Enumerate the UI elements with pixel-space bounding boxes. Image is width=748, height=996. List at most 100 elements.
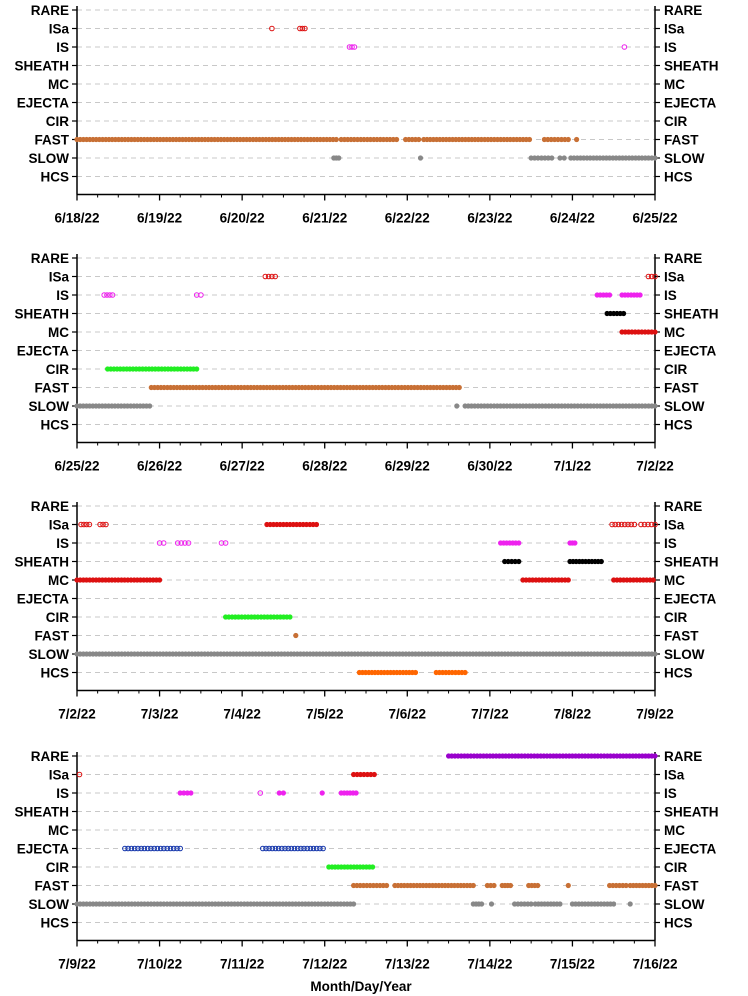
data-point bbox=[370, 864, 376, 870]
data-point bbox=[637, 292, 643, 298]
y-tick-label-left: EJECTA bbox=[17, 592, 70, 607]
data-point bbox=[606, 292, 613, 298]
data-point bbox=[188, 790, 194, 796]
data-point bbox=[416, 136, 422, 143]
y-tick-label-right: ISa bbox=[664, 22, 685, 37]
x-tick-label: 7/16/22 bbox=[632, 957, 677, 972]
x-tick-label: 6/23/22 bbox=[467, 211, 512, 226]
series-cir bbox=[104, 366, 200, 372]
data-point bbox=[263, 845, 269, 852]
series-hcs bbox=[356, 669, 468, 676]
y-tick-label-right: FAST bbox=[664, 629, 699, 644]
data-point bbox=[83, 521, 90, 528]
data-point bbox=[167, 845, 174, 852]
data-point bbox=[641, 521, 648, 528]
data-point bbox=[618, 521, 625, 528]
data-point bbox=[101, 292, 107, 298]
data-point bbox=[313, 521, 320, 528]
y-tick-label-left: HCS bbox=[40, 916, 69, 931]
y-tick-label-left: EJECTA bbox=[17, 344, 70, 359]
data-point bbox=[454, 403, 460, 409]
data-point bbox=[257, 790, 264, 796]
series-is bbox=[101, 292, 204, 298]
data-point bbox=[294, 845, 301, 852]
data-point bbox=[147, 403, 153, 409]
data-point bbox=[185, 540, 192, 546]
y-tick-label-right: FAST bbox=[664, 879, 699, 894]
data-point bbox=[280, 790, 287, 796]
data-point bbox=[76, 771, 83, 778]
data-point bbox=[302, 25, 308, 32]
x-tick-label: 6/22/22 bbox=[385, 211, 430, 226]
data-point bbox=[516, 558, 522, 565]
series-is bbox=[346, 44, 628, 50]
data-point bbox=[488, 901, 495, 907]
y-tick-label-left: IS bbox=[56, 40, 69, 55]
data-point bbox=[645, 273, 652, 280]
data-point bbox=[557, 901, 563, 907]
x-tick-label: 7/8/22 bbox=[554, 707, 592, 722]
y-tick-label-left: ISa bbox=[49, 270, 70, 285]
x-tick-label: 7/4/22 bbox=[223, 707, 261, 722]
y-tick-label-right: RARE bbox=[664, 749, 702, 764]
data-point bbox=[198, 292, 204, 298]
y-tick-label-left: EJECTA bbox=[17, 842, 70, 857]
data-point bbox=[565, 882, 571, 889]
data-point bbox=[182, 540, 188, 546]
x-tick-label: 7/7/22 bbox=[471, 707, 509, 722]
data-point bbox=[135, 845, 141, 852]
data-point bbox=[194, 366, 200, 372]
data-point bbox=[157, 845, 164, 852]
data-point bbox=[565, 136, 571, 143]
y-tick-label-left: SHEATH bbox=[14, 59, 69, 74]
x-tick-label: 7/15/22 bbox=[550, 957, 595, 972]
data-point bbox=[353, 790, 359, 796]
data-point bbox=[648, 273, 655, 280]
x-tick-label: 7/5/22 bbox=[306, 707, 344, 722]
y-tick-label-left: ISa bbox=[49, 22, 70, 37]
data-point bbox=[621, 44, 628, 50]
data-point bbox=[156, 540, 163, 546]
x-tick-label: 6/18/22 bbox=[54, 211, 99, 226]
data-point bbox=[652, 753, 658, 759]
data-point bbox=[174, 845, 180, 852]
x-tick-label: 7/6/22 bbox=[389, 707, 427, 722]
x-tick-label: 7/3/22 bbox=[141, 707, 179, 722]
data-point bbox=[507, 882, 514, 889]
series-slow bbox=[74, 403, 658, 409]
y-tick-label-left: ISa bbox=[49, 768, 70, 783]
data-point bbox=[572, 540, 578, 546]
data-point bbox=[549, 155, 555, 161]
data-point bbox=[351, 901, 357, 907]
series-isa bbox=[78, 521, 658, 528]
data-point bbox=[652, 521, 658, 528]
data-point bbox=[526, 136, 533, 143]
data-point bbox=[652, 651, 658, 657]
series-isa bbox=[262, 273, 658, 280]
data-point bbox=[299, 25, 306, 32]
data-point bbox=[417, 155, 424, 161]
y-tick-label-right: EJECTA bbox=[664, 344, 717, 359]
data-point bbox=[535, 882, 541, 889]
data-point bbox=[631, 521, 638, 528]
y-tick-label-left: MC bbox=[48, 573, 69, 588]
y-tick-label-right: EJECTA bbox=[664, 842, 717, 857]
data-point bbox=[652, 155, 658, 161]
data-point bbox=[160, 540, 167, 546]
data-point bbox=[611, 901, 617, 907]
series-fast bbox=[148, 384, 462, 391]
series-sheath bbox=[502, 558, 604, 565]
x-axis-title: Month/Day/Year bbox=[310, 979, 412, 994]
y-tick-label-left: HCS bbox=[40, 666, 69, 681]
series-isa bbox=[76, 771, 83, 778]
data-point bbox=[177, 845, 183, 852]
data-point bbox=[266, 845, 272, 852]
data-point bbox=[97, 521, 103, 528]
data-point bbox=[78, 521, 84, 528]
y-tick-label-left: MC bbox=[48, 77, 69, 92]
data-point bbox=[107, 292, 113, 298]
data-point bbox=[128, 845, 135, 852]
y-tick-label-right: SLOW bbox=[664, 897, 705, 912]
y-tick-label-right: SHEATH bbox=[664, 307, 719, 322]
